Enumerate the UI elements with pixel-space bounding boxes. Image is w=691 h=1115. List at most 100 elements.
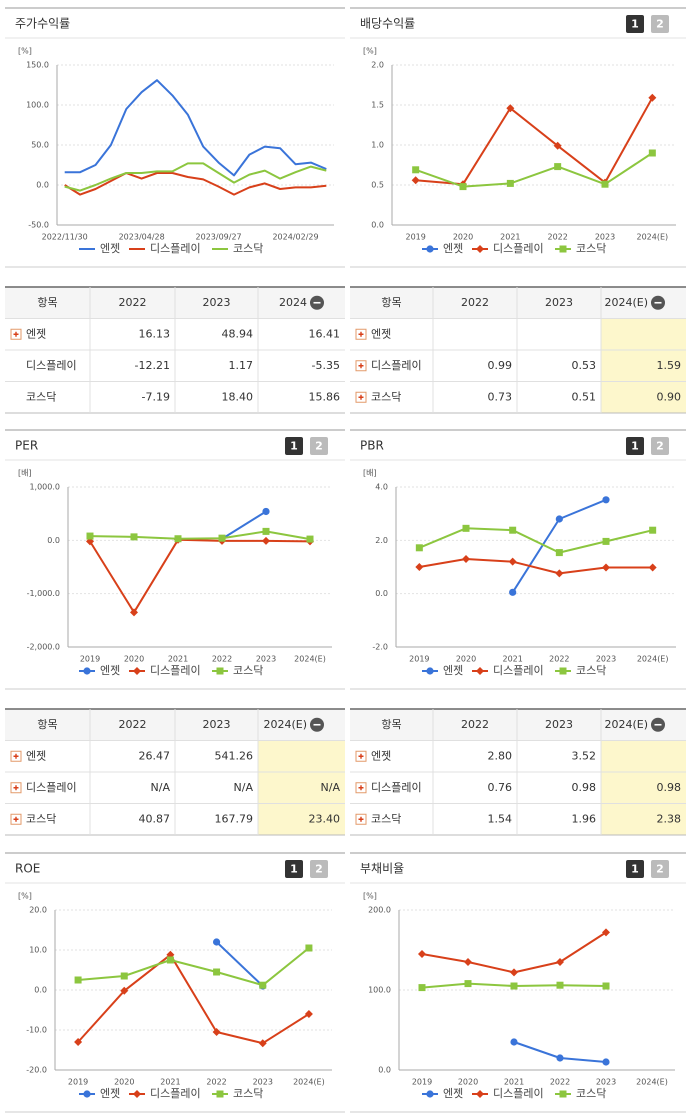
legend-marker bbox=[476, 245, 484, 253]
page-button[interactable] bbox=[651, 437, 669, 455]
x-tick-label: 2022/11/30 bbox=[42, 233, 88, 242]
data-point bbox=[262, 536, 270, 545]
expand-button-plus[interactable] bbox=[358, 816, 364, 822]
table-cell: 0.98 bbox=[572, 781, 597, 794]
unit-label: [배] bbox=[18, 469, 32, 478]
data-point bbox=[556, 1054, 564, 1062]
row-name: 디스플레이 bbox=[371, 781, 422, 794]
data-point bbox=[602, 928, 610, 937]
page-button[interactable] bbox=[626, 437, 644, 455]
legend-marker bbox=[133, 1090, 141, 1098]
legend-label: 디스플레이 bbox=[493, 664, 544, 677]
data-point bbox=[213, 968, 221, 976]
x-tick-label: 2020 bbox=[458, 1078, 478, 1087]
page-button[interactable] bbox=[651, 15, 669, 33]
page-button-label[interactable]: 1 bbox=[290, 863, 298, 876]
page-button-label[interactable]: 1 bbox=[631, 18, 639, 31]
legend-label: 디스플레이 bbox=[493, 1087, 544, 1100]
page-button-label[interactable]: 2 bbox=[315, 863, 323, 876]
table-cell: 0.99 bbox=[488, 359, 513, 372]
legend-label: 코스닥 bbox=[233, 664, 263, 677]
data-point bbox=[130, 533, 138, 541]
expand-button-plus[interactable] bbox=[358, 363, 364, 369]
row-name: 엔젯 bbox=[26, 749, 46, 762]
data-point bbox=[418, 984, 426, 992]
data-point bbox=[415, 544, 423, 552]
page-button-label[interactable]: 2 bbox=[656, 18, 664, 31]
page-button[interactable] bbox=[285, 437, 303, 455]
legend-marker bbox=[83, 1090, 91, 1098]
data-point bbox=[648, 93, 657, 102]
data-point bbox=[510, 968, 518, 977]
x-tick-label: 2024(E) bbox=[636, 1078, 668, 1087]
expand-button-plus[interactable] bbox=[358, 331, 364, 337]
table-cell: -5.35 bbox=[312, 359, 340, 372]
table-header: 2023 bbox=[203, 296, 231, 309]
table-cell: 0.73 bbox=[488, 390, 513, 403]
row-name: 엔젯 bbox=[371, 327, 391, 340]
x-tick-label: 2024/02/29 bbox=[272, 233, 318, 242]
data-point bbox=[510, 982, 518, 990]
expand-button-plus[interactable] bbox=[358, 785, 364, 791]
table-cell: 0.51 bbox=[572, 390, 597, 403]
expand-button-plus[interactable] bbox=[13, 331, 19, 337]
page-button[interactable] bbox=[626, 860, 644, 878]
series-line bbox=[215, 941, 264, 987]
y-tick-label: 2.0 bbox=[371, 61, 384, 70]
y-tick-label: 2.0 bbox=[375, 536, 388, 545]
page-button[interactable] bbox=[310, 437, 328, 455]
y-tick-label: -10.0 bbox=[26, 1026, 47, 1035]
legend-marker bbox=[216, 667, 224, 675]
page-button[interactable] bbox=[626, 15, 644, 33]
legend-label: 코스닥 bbox=[233, 1087, 263, 1100]
panel-title: 배당수익률 bbox=[360, 17, 415, 31]
legend-label: 디스플레이 bbox=[493, 242, 544, 255]
page-button-label[interactable]: 1 bbox=[631, 440, 639, 453]
data-point bbox=[258, 1039, 267, 1048]
expand-button-plus[interactable] bbox=[13, 785, 19, 791]
panel-title: ROE bbox=[15, 862, 40, 876]
table-cell: 16.41 bbox=[309, 327, 341, 340]
data-point bbox=[553, 141, 562, 150]
panel-title: 부채비율 bbox=[360, 862, 404, 876]
legend-label: 디스플레이 bbox=[150, 1087, 201, 1100]
page-button-label[interactable]: 1 bbox=[631, 863, 639, 876]
table-cell: 0.53 bbox=[572, 359, 597, 372]
unit-label: [%] bbox=[363, 47, 377, 56]
expand-button-plus[interactable] bbox=[13, 753, 19, 759]
table-cell: 1.96 bbox=[572, 812, 597, 825]
series-line bbox=[64, 172, 327, 196]
table-header: 2024(E) bbox=[604, 296, 648, 309]
page-button-label[interactable]: 1 bbox=[290, 440, 298, 453]
panel-title: PBR bbox=[360, 439, 384, 453]
table-header: 2023 bbox=[545, 718, 573, 731]
y-tick-label: -50.0 bbox=[28, 221, 49, 230]
x-tick-label: 2019 bbox=[80, 655, 100, 664]
page-button-label[interactable]: 2 bbox=[315, 440, 323, 453]
legend-label: 엔젯 bbox=[100, 664, 120, 677]
series-line bbox=[64, 162, 327, 192]
expand-button-plus[interactable] bbox=[358, 753, 364, 759]
legend-label: 코스닥 bbox=[576, 1087, 606, 1100]
page-button[interactable] bbox=[285, 860, 303, 878]
table-cell: 48.94 bbox=[222, 327, 254, 340]
table-cell: 167.79 bbox=[215, 812, 254, 825]
table-cell: 15.86 bbox=[309, 390, 341, 403]
expand-button-plus[interactable] bbox=[358, 394, 364, 400]
legend-marker bbox=[83, 667, 91, 675]
x-tick-label: 2022 bbox=[212, 655, 232, 664]
legend-label: 엔젯 bbox=[443, 1087, 463, 1100]
page-button[interactable] bbox=[310, 860, 328, 878]
page-button-label[interactable]: 2 bbox=[656, 440, 664, 453]
data-point bbox=[509, 588, 517, 596]
page-button[interactable] bbox=[651, 860, 669, 878]
data-point bbox=[462, 524, 470, 532]
x-tick-label: 2020 bbox=[453, 233, 473, 242]
table-cell: N/A bbox=[151, 781, 171, 794]
x-tick-label: 2020 bbox=[114, 1078, 134, 1087]
table-cell: 2.38 bbox=[657, 812, 682, 825]
expand-button-plus[interactable] bbox=[13, 816, 19, 822]
page-button-label[interactable]: 2 bbox=[656, 863, 664, 876]
row-name: 엔젯 bbox=[371, 749, 391, 762]
